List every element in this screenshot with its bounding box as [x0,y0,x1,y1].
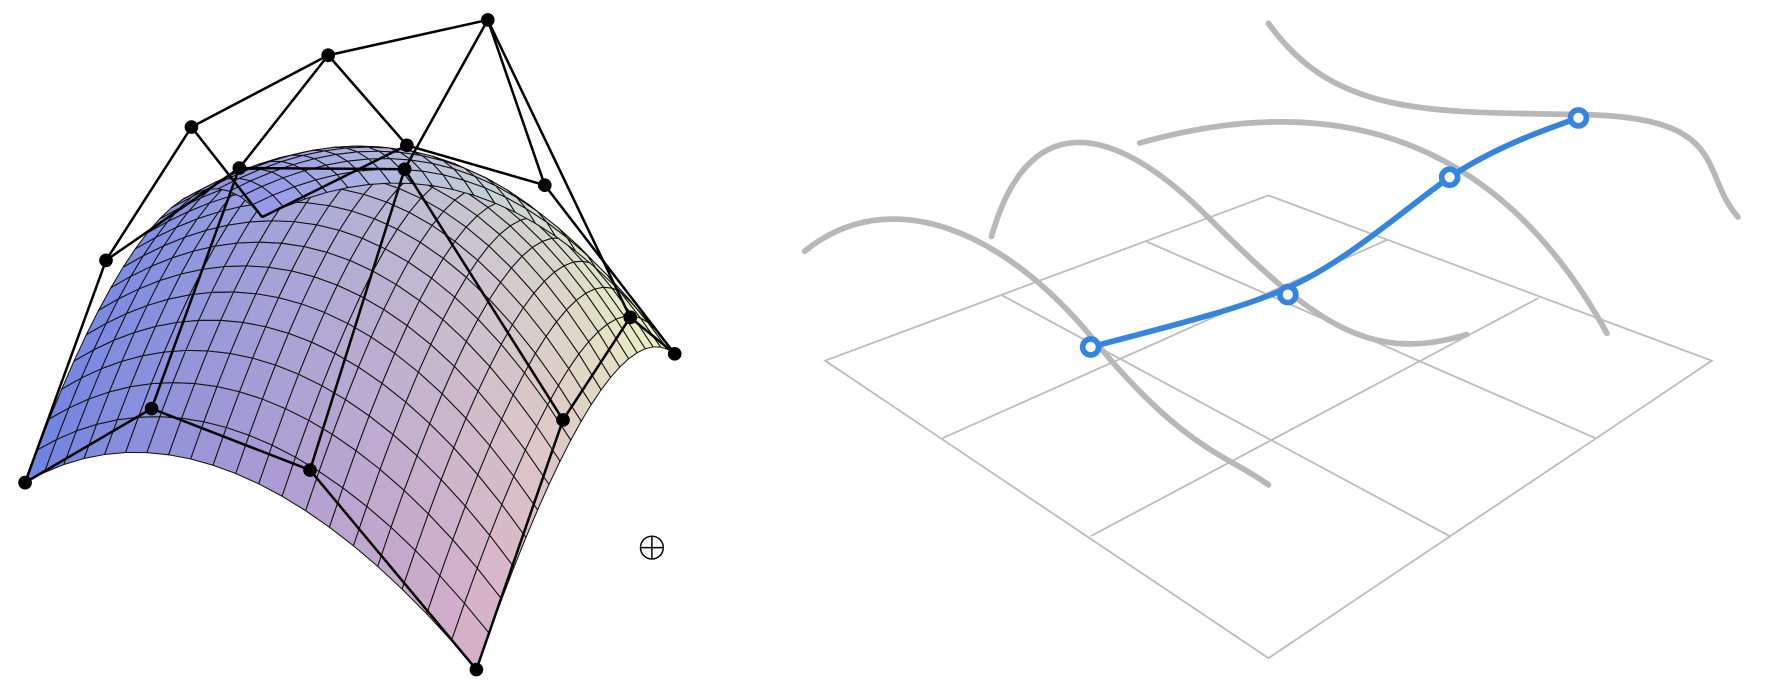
control-point [667,347,682,361]
net-edge [190,126,264,218]
guide-curve [801,216,1272,488]
curve-point [1079,336,1102,358]
net-edge [309,469,478,671]
net-edge [561,316,632,421]
net-edge [486,19,632,318]
guide-curve [988,139,1470,347]
control-point [397,162,412,177]
control-point [469,662,484,677]
net-edge [406,144,546,187]
net-edge [629,316,676,355]
control-point [99,253,113,268]
guide-curve [1265,20,1741,220]
net-edge [151,407,311,472]
control-point [400,138,414,153]
curve-point [1438,166,1461,189]
net-edge [327,54,408,147]
net-edge [475,419,565,670]
control-point [303,463,317,477]
net-edge [261,144,408,219]
net-edge [327,18,489,57]
control-point [321,48,336,63]
curve-points [1079,107,1590,358]
net-edge [308,168,406,471]
grid-border [823,194,1714,660]
net-edge [104,126,193,262]
control-point [18,475,32,490]
control-point [480,13,495,27]
control-point [537,178,552,193]
control-point [623,310,638,325]
guide-curves [801,20,1741,488]
net-edge [150,167,241,409]
net-edge [486,19,546,186]
net-edge [238,54,330,169]
net-edge [403,168,565,421]
curve-point [1567,107,1590,129]
control-point [556,413,570,427]
guide-curve [1136,119,1610,337]
net-edge [190,54,329,129]
blue-curve [1089,115,1580,350]
bezier-surface [24,145,676,671]
net-edge [239,166,405,171]
curve-point [1276,283,1299,306]
control-net [18,13,682,677]
net-edge [24,407,153,484]
net-edge [543,184,676,355]
crosshair-cursor [639,535,665,560]
control-point [232,161,247,175]
net-edge [23,259,108,484]
net-edge [403,19,489,170]
grid-line [1000,293,1451,537]
grid-line [1090,297,1539,537]
control-point [184,120,199,134]
control-point [144,401,159,416]
net-edge [105,167,241,262]
ground-grid [823,194,1714,660]
